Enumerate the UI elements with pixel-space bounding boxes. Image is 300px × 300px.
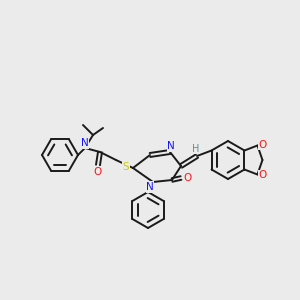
Text: H: H xyxy=(192,144,200,154)
Text: O: O xyxy=(258,140,267,149)
Text: S: S xyxy=(123,162,129,172)
Text: O: O xyxy=(93,167,101,177)
Text: N: N xyxy=(146,182,154,192)
Text: N: N xyxy=(81,138,89,148)
Text: N: N xyxy=(167,141,175,151)
Text: O: O xyxy=(184,173,192,183)
Text: O: O xyxy=(258,170,267,181)
